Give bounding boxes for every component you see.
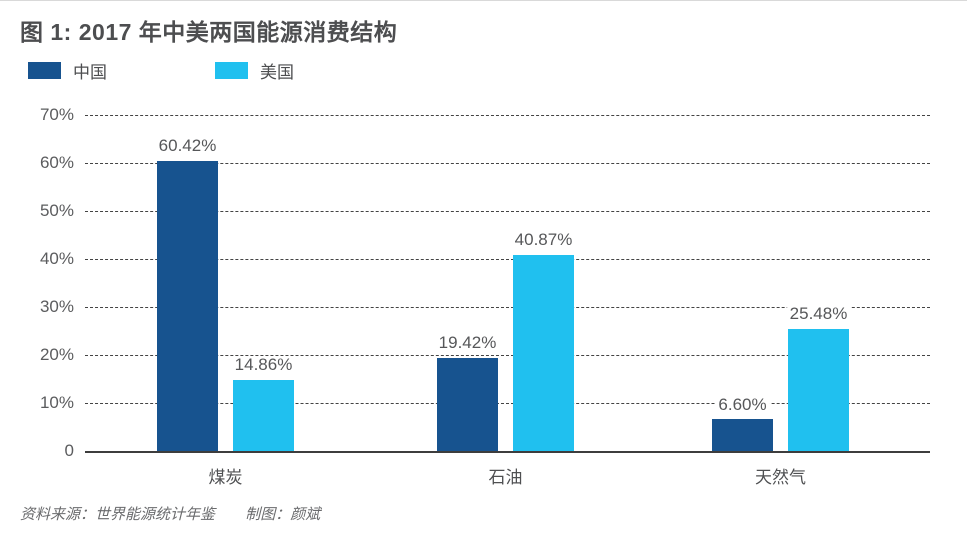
x-tick-label-coal: 煤炭	[208, 468, 243, 487]
x-axis: 煤炭 石油 天然气	[85, 463, 930, 487]
gridline-50%	[85, 211, 930, 212]
x-tick-label-oil: 石油	[488, 468, 523, 487]
y-tick-label-40: 40%	[39, 249, 74, 268]
gridline-10%	[85, 403, 930, 404]
gridline-70%	[85, 115, 930, 116]
usa-color-swatch	[215, 62, 248, 79]
value-label-usa-gas: 25.48%	[786, 304, 851, 324]
bar-china-coal	[157, 160, 218, 451]
bar-usa-gas	[788, 328, 849, 451]
bar-usa-oil	[513, 254, 574, 451]
y-tick-label-0: 0	[64, 441, 74, 460]
plot-area: 60.42% 14.86% 19.42% 40.87% 6.60% 25.48%	[85, 115, 930, 453]
top-divider	[0, 0, 967, 1]
value-label-china-gas: 6.60%	[715, 395, 770, 415]
gridline-20%	[85, 355, 930, 356]
y-axis: 70% 60% 50% 40% 30% 20% 10% 0	[0, 105, 74, 460]
value-label-china-oil: 19.42%	[435, 333, 500, 353]
y-tick-label-60: 60%	[39, 153, 74, 172]
value-label-usa-oil: 40.87%	[511, 230, 576, 250]
gridline-30%	[85, 307, 930, 308]
legend-item-usa: 美国	[215, 58, 294, 83]
legend: 中国 美国	[28, 58, 294, 83]
x-tick-label-gas: 天然气	[755, 468, 806, 487]
y-tick-label-70: 70%	[39, 105, 74, 124]
credit-note: 制图：颜斌	[245, 506, 321, 523]
gridline-40%	[85, 259, 930, 260]
legend-item-china: 中国	[28, 58, 107, 83]
footer: 资料来源：世界能源统计年鉴 制图：颜斌	[20, 503, 320, 524]
bar-china-gas	[712, 419, 773, 451]
legend-label-usa: 美国	[260, 63, 294, 82]
legend-label-china: 中国	[73, 63, 107, 82]
y-tick-label-30: 30%	[39, 297, 74, 316]
gridline-60%	[85, 163, 930, 164]
y-tick-label-50: 50%	[39, 201, 74, 220]
bar-usa-coal	[233, 379, 294, 451]
value-label-usa-coal: 14.86%	[231, 355, 296, 375]
source-note: 资料来源：世界能源统计年鉴	[20, 506, 216, 523]
china-color-swatch	[28, 62, 61, 79]
y-tick-label-20: 20%	[39, 345, 74, 364]
y-tick-label-10: 10%	[39, 393, 74, 412]
chart-title: 图 1: 2017 年中美两国能源消费结构	[20, 19, 398, 45]
value-label-china-coal: 60.42%	[155, 137, 220, 156]
bar-china-oil	[437, 357, 498, 451]
